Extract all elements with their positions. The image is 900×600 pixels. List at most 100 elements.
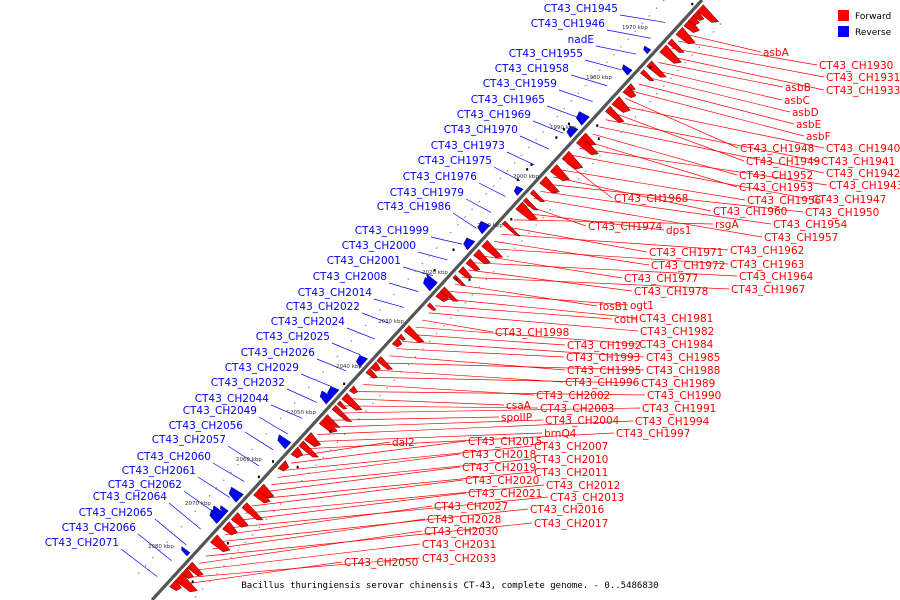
pseudo-gene-mark xyxy=(516,178,519,181)
forward-leader-line xyxy=(533,198,763,238)
reverse-leader-line xyxy=(346,327,376,340)
forward-leader-line xyxy=(310,432,543,443)
forward-leader-line xyxy=(231,496,549,528)
legend-reverse-label: Reverse xyxy=(855,28,892,38)
forward-gene-glyph xyxy=(529,189,546,202)
reverse-feature-label: CT43_CH1999 xyxy=(355,225,429,237)
forward-gene-glyph xyxy=(683,18,700,33)
forward-feature-label: asbF xyxy=(806,131,831,143)
forward-leader-line xyxy=(422,319,494,333)
legend: Forward Reverse xyxy=(838,10,892,38)
forward-feature-label: CT43_CH1952 xyxy=(739,170,813,182)
reverse-gene-glyph xyxy=(477,220,491,235)
forward-leader-line xyxy=(271,458,533,485)
forward-leader-line xyxy=(179,561,343,586)
scale-tick-label: 2040 kbp xyxy=(336,364,362,370)
reverse-feature-label: CT43_CH2056 xyxy=(169,420,244,432)
forward-feature-label: CT43_CH1982 xyxy=(640,326,714,338)
reverse-feature-label: CT43_CH2071 xyxy=(45,537,119,549)
forward-leader-line xyxy=(245,484,545,514)
reverse-feature-label: CT43_CH2022 xyxy=(286,301,360,313)
forward-feature-label: CT43_CH1962 xyxy=(730,245,804,257)
forward-feature-label: CT43_CH1995 xyxy=(567,365,641,377)
pseudo-gene-mark xyxy=(562,128,565,131)
pseudo-gene-mark xyxy=(452,248,455,251)
forward-gene-glyph xyxy=(403,325,425,343)
reverse-gene-glyph xyxy=(423,277,437,292)
forward-feature-label: CT43_CH2015 xyxy=(468,436,542,448)
forward-feature-label: asbA xyxy=(763,47,790,59)
forward-gene-glyph xyxy=(640,69,655,81)
forward-feature-label: ogt1 xyxy=(630,300,654,312)
scale-tick-label: 2010 kbp xyxy=(477,223,503,229)
reverse-gene-glyph xyxy=(277,434,292,450)
scale-tick-label: 2000 kbp xyxy=(513,174,539,180)
forward-leader-line xyxy=(546,183,804,213)
forward-feature-label: CT43_CH1964 xyxy=(739,271,814,283)
forward-feature-label: CT43_CH1989 xyxy=(641,378,715,390)
reverse-leader-line xyxy=(532,120,564,134)
reverse-feature-label: CT43_CH2061 xyxy=(122,465,196,477)
forward-gene-glyph xyxy=(646,60,667,78)
reverse-feature-label: CT43_CH2062 xyxy=(108,479,182,491)
forward-gene-glyph xyxy=(688,14,700,26)
reverse-leader-line xyxy=(120,548,158,577)
forward-leader-line xyxy=(487,248,729,265)
scale-tick-label: 2060 kbp xyxy=(236,457,262,463)
scale-tick-label: 2020 kbp xyxy=(422,270,448,276)
reverse-leader-line xyxy=(493,166,521,182)
forward-gene-glyph xyxy=(331,404,353,422)
forward-gene-glyph xyxy=(253,488,271,504)
forward-gene-glyph xyxy=(241,502,264,521)
forward-leader-line xyxy=(474,262,738,277)
forward-feature-label: CT43_CH1956 xyxy=(747,195,822,207)
pseudo-gene-mark xyxy=(510,217,513,221)
forward-gene-glyph xyxy=(696,4,720,23)
scale-tick-label: 1980 kbp xyxy=(586,75,612,81)
reverse-leader-line xyxy=(137,533,172,562)
forward-feature-label: CT43_CH2027 xyxy=(434,501,508,513)
reverse-leader-line xyxy=(519,135,550,150)
pseudo-gene-mark xyxy=(296,465,299,469)
reverse-gene-glyph xyxy=(621,64,633,76)
forward-gene-glyph xyxy=(515,201,538,221)
forward-leader-line xyxy=(618,105,825,149)
backbone-line xyxy=(150,0,704,600)
forward-gene-glyph xyxy=(341,392,363,411)
forward-feature-label: CT43_CH1942 xyxy=(826,168,900,180)
forward-feature-label: asbD xyxy=(792,107,819,119)
forward-gene-glyph xyxy=(452,274,466,286)
forward-leader-line xyxy=(454,283,598,307)
forward-feature-label: CT43_CH1950 xyxy=(805,207,879,219)
forward-gene-glyph xyxy=(324,414,341,428)
reverse-leader-line xyxy=(197,476,230,498)
reverse-feature-label: CT43_CH1973 xyxy=(431,140,505,152)
reverse-leader-line xyxy=(402,266,434,277)
forward-feature-label: CT43_CH1988 xyxy=(646,365,720,377)
scale-tick-label: 2080 kbp xyxy=(148,544,174,550)
pseudo-gene-mark xyxy=(596,124,599,127)
reverse-gene-glyph xyxy=(181,546,191,557)
reverse-leader-line xyxy=(417,251,448,261)
reverse-leader-line xyxy=(361,312,390,324)
forward-leader-line xyxy=(448,291,629,306)
forward-gene-glyph xyxy=(426,302,437,311)
forward-gene-glyph xyxy=(501,220,521,237)
forward-feature-label: CT43_CH1971 xyxy=(649,247,723,259)
forward-feature-label: CT43_CH1998 xyxy=(495,327,569,339)
pseudo-gene-mark xyxy=(271,460,274,463)
forward-leader-line xyxy=(605,119,820,162)
reverse-leader-line xyxy=(584,59,622,71)
pseudo-gene-mark xyxy=(691,2,694,6)
forward-gene-glyph xyxy=(365,367,378,379)
reverse-leader-line xyxy=(452,212,477,229)
forward-leader-line xyxy=(382,362,645,371)
forward-feature-label: CT43_CH2019 xyxy=(462,462,536,474)
reverse-leader-line xyxy=(465,198,492,213)
forward-feature-label: CT43_CH2017 xyxy=(534,518,608,530)
reverse-leader-line xyxy=(619,14,666,23)
forward-feature-label: CT43_CH1933 xyxy=(826,85,900,97)
reverse-feature-label: CT43_CH2014 xyxy=(298,287,373,299)
legend-forward-swatch xyxy=(838,10,849,21)
